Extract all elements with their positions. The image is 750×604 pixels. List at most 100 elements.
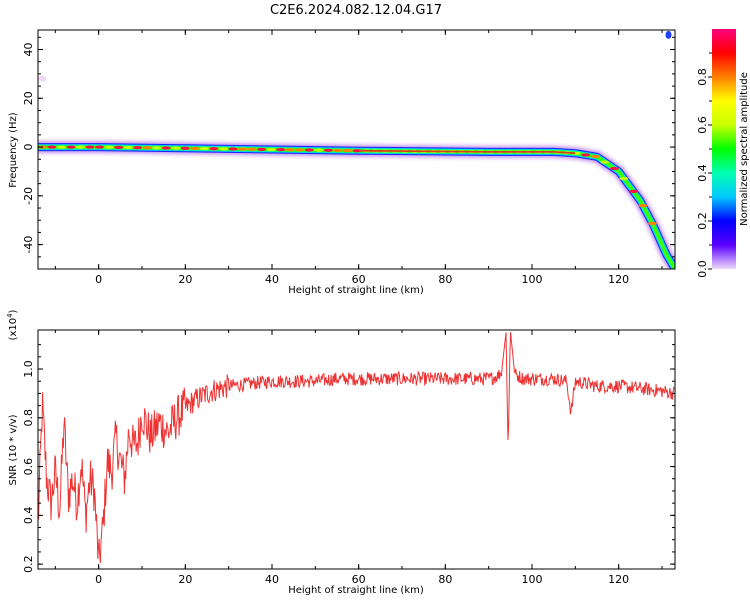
snr-y-tick-label: 1.0 [22,360,35,378]
snr-x-tick-label: 20 [178,573,192,586]
snr-y-label: SNR (10 * v/v) [8,414,19,485]
colorbar-tick-label: 0.2 [696,212,709,230]
snr-x-tick-label: 100 [522,573,543,586]
spectral-peak [590,154,600,159]
spectral-peak [180,146,190,150]
snr-x-tick-label: 0 [95,573,102,586]
snr-x-tick-label: 120 [608,573,629,586]
spectrogram-y-tick-label: 40 [22,43,35,57]
spectral-peak [218,147,228,151]
spectrogram-ticks: 0 20 40 60 80 100 120 -40 -20 0 20 40 [22,30,675,286]
snr-y-tick-label: 0.2 [22,555,35,573]
spectral-peak [47,145,57,149]
spectral-peak [609,166,619,171]
snr-ticks: 0 20 40 60 80 100 120 0.2 0.4 0.6 0.8 1.0 [22,330,675,586]
spectral-peak [342,148,352,153]
spectral-peak [104,145,114,149]
spectrogram-x-tick-label: 100 [522,273,543,286]
spectrogram-x-tick-label: 40 [265,273,279,286]
spectral-peak [114,145,124,149]
spectral-ridge-band [38,145,675,269]
spectral-peak [228,147,238,151]
spectral-peak [638,203,648,208]
spectrogram-frame [37,29,676,270]
colorbar-tick-label: 0.4 [696,164,709,182]
spectral-peak [295,148,305,152]
spectral-peak [323,148,333,152]
spectral-peak [628,189,638,193]
colorbar: 0.0 0.2 0.4 0.6 0.8 Normalized spectral ampl… [696,29,750,278]
snr-x-tick-label: 60 [352,573,366,586]
spectral-peak [314,148,324,152]
snr-panel: 0 20 40 60 80 100 120 0.2 0.4 0.6 0.8 1.0 Height of… [6,309,676,596]
spectral-outlier [665,30,672,39]
spectral-ridge-band [38,143,675,269]
spectral-peak [123,145,133,150]
spectrogram-panel: 0 20 40 60 80 100 120 -40 -20 0 20 40 Height of str… [8,29,676,296]
snr-y-scale-base: (x10 [8,318,19,341]
snr-frame [37,329,676,570]
spectral-ridge [38,30,675,269]
spectrogram-y-tick-label: 0 [22,144,35,151]
colorbar-label: Normalized spectral amplitude [739,72,750,226]
spectral-peak [95,145,105,149]
spectral-peak [56,145,66,149]
spectrogram-x-tick-label: 80 [438,273,452,286]
spectral-peak [85,145,95,149]
spectral-peak [285,148,295,152]
spectrogram-y-tick-label: -40 [22,236,35,254]
spectral-outlier [38,75,47,82]
colorbar-tick-label: 0.8 [696,68,709,86]
spectral-ridge-core [358,149,576,155]
spectral-peak [190,146,200,151]
spectral-ridge-band [38,141,675,269]
spectral-peak [142,146,152,150]
spectral-peak [75,145,85,149]
spectral-peak [581,153,591,157]
spectral-ridge-band [38,139,675,269]
spectral-peak [238,147,248,151]
spectral-peak [199,146,209,151]
colorbar-gradient [712,29,736,269]
spectrogram-x-tick-label: 120 [608,273,629,286]
spectral-peak [647,221,657,226]
snr-y-tick-label: 0.8 [22,409,35,427]
spectral-peak [266,147,276,152]
spectrogram-x-tick-label: 60 [352,273,366,286]
spectral-ridge-band [38,144,675,269]
spectrogram-x-label: Height of straight line (km) [288,285,424,296]
snr-y-scale: (x104) [6,309,19,340]
snr-x-tick-label: 40 [265,573,279,586]
spectrogram-y-label: Frequency (Hz) [8,112,19,188]
spectral-peak [171,146,181,150]
spectrogram-y-tick-label: 20 [22,91,35,105]
spectral-peak [619,176,629,181]
snr-x-tick-label: 80 [438,573,452,586]
spectral-peak [257,147,267,151]
spectral-ridge-band [38,144,675,269]
spectral-peak [304,148,314,152]
colorbar-tick-label: 0.0 [696,260,709,278]
spectral-peak [133,146,143,150]
snr-y-tick-label: 0.4 [22,507,35,525]
spectral-peak [161,146,171,150]
spectrogram-x-tick-label: 0 [95,273,102,286]
spectral-peak [66,145,76,149]
snr-series-line [38,332,675,564]
spectral-peak [600,160,610,164]
snr-y-scale-close: ) [8,309,19,313]
chart-title: C2E6.2024.082.12.04.G17 [270,3,442,18]
colorbar-ticks: 0.0 0.2 0.4 0.6 0.8 [696,52,712,278]
spectral-peak [152,146,162,150]
spectrogram-x-tick-label: 20 [178,273,192,286]
spectral-peak [276,148,286,152]
snr-x-label: Height of straight line (km) [288,585,424,596]
snr-y-tick-label: 0.6 [22,458,35,476]
spectral-peak [333,148,343,153]
colorbar-tick-label: 0.6 [696,116,709,134]
spectral-peak [247,147,257,151]
spectrogram-y-tick-label: -20 [22,187,35,205]
snr-y-scale-exp: 4 [6,313,14,318]
